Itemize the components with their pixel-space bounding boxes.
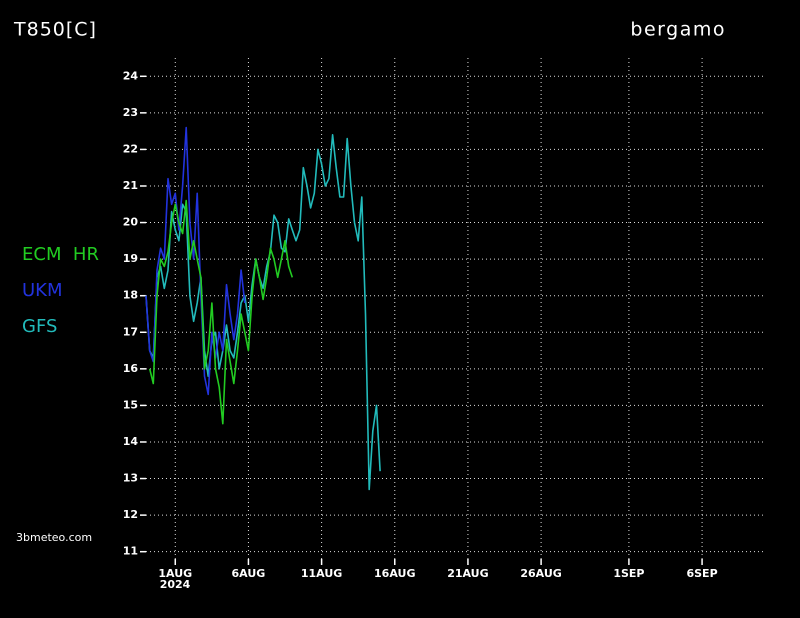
- source: 3bmeteo.com: [16, 531, 92, 544]
- legend-label: ECM HR: [22, 244, 99, 265]
- x-tick-label: 16AUG: [374, 567, 415, 580]
- y-tick-label: 18: [123, 289, 138, 302]
- y-tick-label: 13: [123, 472, 138, 485]
- series-line: [145, 126, 246, 396]
- x-tick-label: 26AUG: [520, 567, 561, 580]
- x-tick-label: 6SEP: [686, 567, 717, 580]
- legend-label: GFS: [22, 316, 57, 337]
- y-tick-label: 24: [123, 69, 139, 82]
- y-tick-label: 15: [123, 398, 138, 411]
- y-tick-label: 12: [123, 508, 138, 521]
- x-tick-label: 1AUG: [158, 567, 192, 580]
- y-tick-label: 11: [123, 545, 138, 558]
- y-tick-label: 19: [123, 252, 138, 265]
- series-line: [148, 199, 294, 425]
- y-tick-label: 20: [123, 216, 139, 229]
- year-label: 2024: [160, 578, 191, 591]
- x-tick-label: 11AUG: [301, 567, 342, 580]
- y-tick-label: 22: [123, 142, 138, 155]
- y-tick-label: 16: [123, 362, 139, 375]
- y-tick-label: 14: [123, 435, 139, 448]
- y-tick-label: 23: [123, 106, 138, 119]
- legend-label: UKM: [22, 280, 63, 301]
- x-tick-label: 6AUG: [232, 567, 266, 580]
- location: bergamo: [630, 19, 726, 41]
- chart-title: T850[C]: [13, 19, 97, 41]
- y-tick-label: 21: [123, 179, 138, 192]
- y-tick-label: 17: [123, 325, 138, 338]
- x-tick-label: 1SEP: [613, 567, 644, 580]
- x-tick-label: 21AUG: [447, 567, 488, 580]
